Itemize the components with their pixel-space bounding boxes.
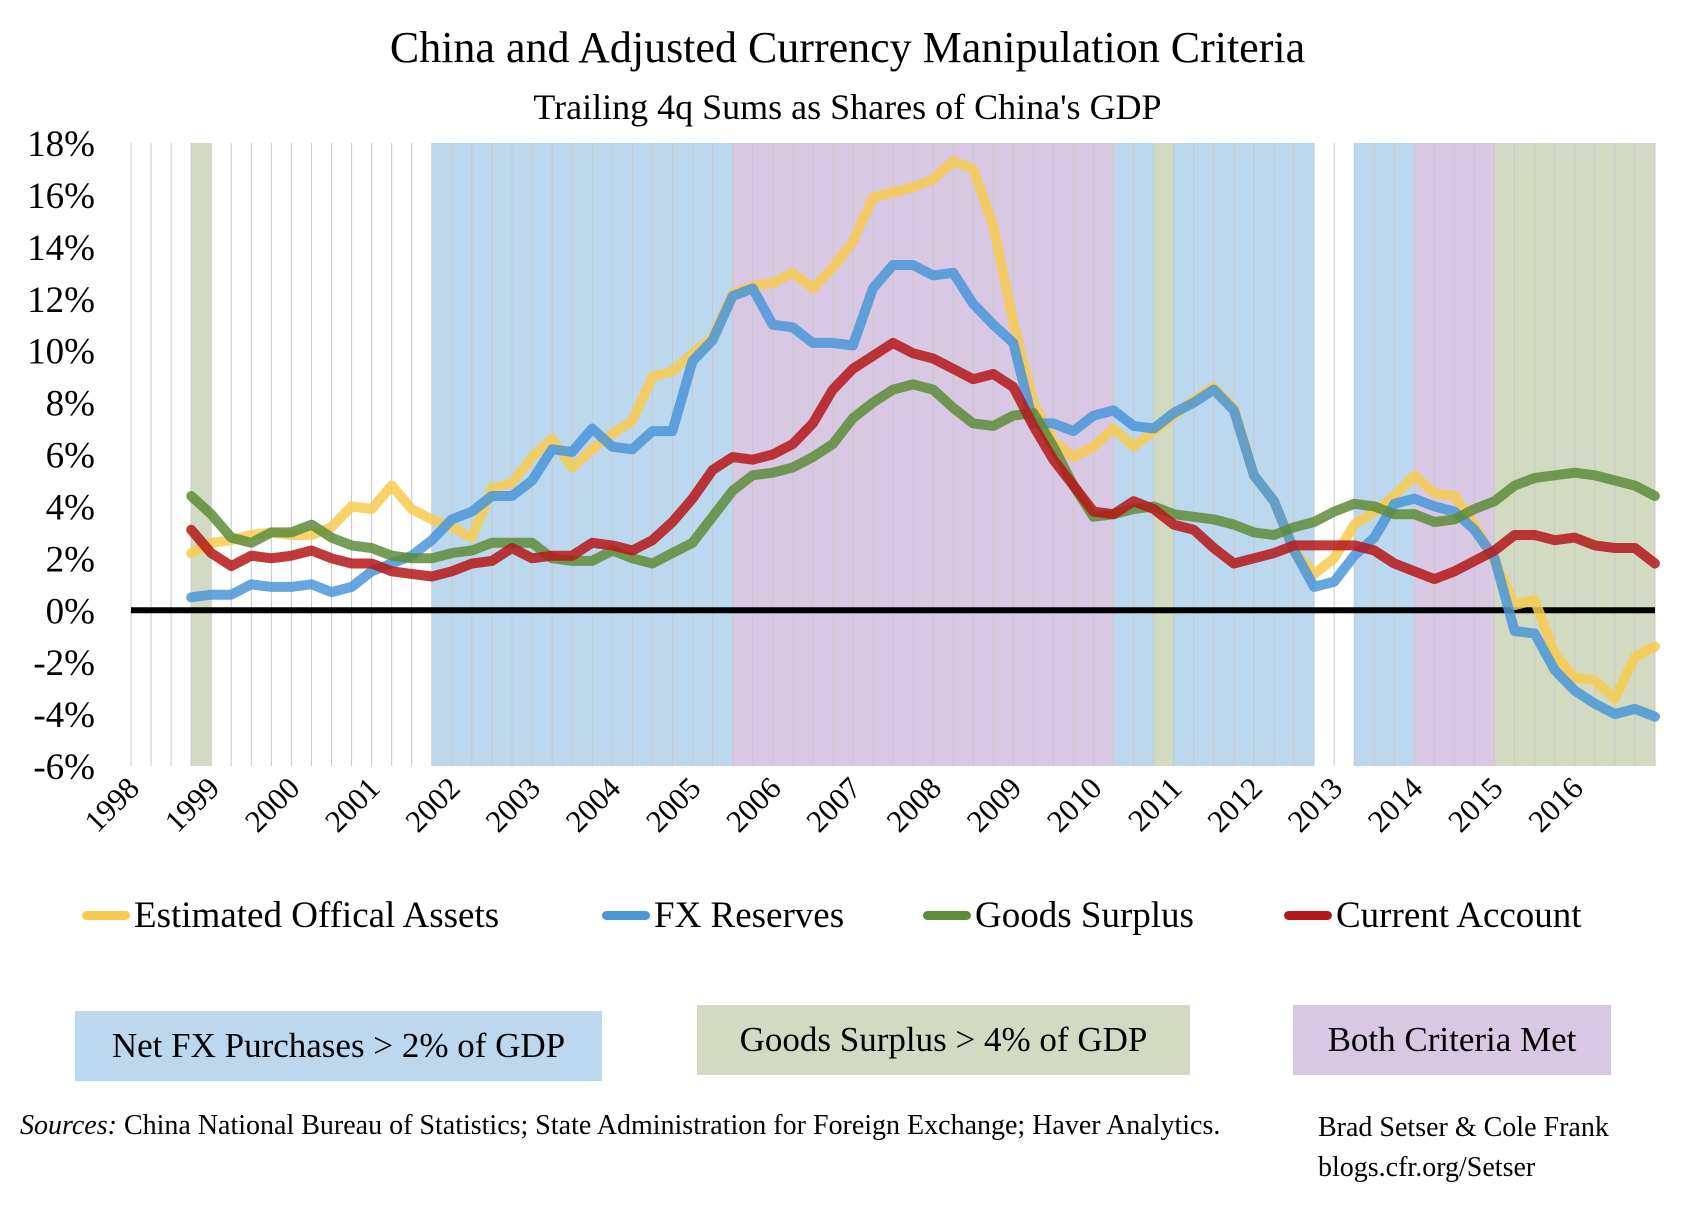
shaded-periods [191,143,1655,766]
legend-swatch [923,910,971,920]
grid-lines [130,143,1656,766]
x-tick-label: 2004 [559,770,628,839]
y-tick-label: 6% [46,436,95,477]
y-tick-label: 16% [27,176,95,217]
authors: Brad Setser & Cole Frank [1318,1112,1609,1143]
x-tick-label: 2003 [478,770,547,839]
legend-item-estimated-offical-assets: Estimated Offical Assets [82,890,499,940]
criteria-box-goods: Goods Surplus > 4% of GDP [697,1005,1190,1075]
x-tick-label: 2009 [960,770,1029,839]
y-tick-label: 8% [46,384,95,425]
y-tick-label: 4% [46,487,95,528]
x-tick-label: 2016 [1521,770,1590,839]
x-tick-label: 2015 [1441,770,1510,839]
series-lines [186,156,1660,722]
y-tick-label: 10% [27,332,95,373]
sources-label: Sources: [20,1110,117,1141]
y-axis-labels: 18% 16% 14% 12% 10% 8% 6% 4% 2% 0% -2% -4% -6% [27,124,95,788]
credits: Brad Setser & Cole Frank blogs.cfr.org/S… [1318,1108,1609,1188]
legend-item-goods-surplus: Goods Surplus [923,890,1194,940]
criteria-label-both: Both Criteria Met [1327,1020,1577,1059]
sources-text: China National Bureau of Statistics; Sta… [116,1110,1221,1141]
criteria-label-goods: Goods Surplus > 4% of GDP [739,1020,1148,1059]
x-tick-label: 2006 [719,770,788,839]
x-tick-label: 2007 [799,770,868,839]
x-tick-label: 2000 [238,770,307,839]
legend-swatch [602,910,650,920]
y-tick-label: -4% [33,695,95,736]
x-tick-label: 2011 [1121,770,1189,838]
x-tick-label: 2013 [1281,770,1350,839]
legend-item-current-account: Current Account [1284,890,1582,940]
y-tick-label: 12% [27,280,95,321]
criteria-box-both: Both Criteria Met [1293,1005,1611,1075]
x-tick-label: 2014 [1361,770,1430,839]
legend-label: FX Reserves [654,894,845,936]
legend-swatch [1284,910,1332,920]
x-axis-labels: 1998 1999 2000 2001 2002 2003 2004 2005 2006 2007… [77,770,1589,839]
legend-item-fx-reserves: FX Reserves [602,890,844,940]
chart-title: China and Adjusted Currency Manipulation… [389,23,1306,72]
series-line-goods-surplus [186,379,1660,569]
series-line-current-account [186,337,1660,585]
shade-fx [1354,143,1415,766]
legend-swatch [82,910,130,920]
y-tick-label: 14% [27,228,95,269]
x-tick-label: 2010 [1040,770,1109,839]
x-tick-label: 2001 [318,770,387,839]
y-tick-label: 18% [27,124,95,165]
series-line-fx-reserves [186,260,1660,722]
y-tick-label: -6% [33,747,95,788]
sources-note: Sources: China National Bureau of Statis… [20,1106,1280,1146]
shade-goods [1153,143,1174,766]
x-tick-label: 2002 [398,770,467,839]
legend-label: Goods Surplus [975,894,1194,936]
legend-label: Estimated Offical Assets [134,894,500,936]
y-tick-label: 0% [46,591,95,632]
site-url: blogs.cfr.org/Setser [1318,1152,1536,1183]
y-tick-label: -2% [33,643,95,684]
chart-subtitle: Trailing 4q Sums as Shares of China's GD… [533,87,1162,127]
x-tick-label: 2005 [639,770,708,839]
criteria-box-fx: Net FX Purchases > 2% of GDP [75,1011,602,1081]
series-line-estimated-offical-assets [186,156,1660,704]
x-tick-label: 2012 [1200,770,1269,839]
x-tick-label: 1999 [158,770,227,839]
x-tick-label: 2008 [879,770,948,839]
criteria-label-fx: Net FX Purchases > 2% of GDP [111,1026,566,1065]
legend-label: Current Account [1336,894,1582,936]
y-tick-label: 2% [46,539,95,580]
shade-goods [191,143,212,766]
